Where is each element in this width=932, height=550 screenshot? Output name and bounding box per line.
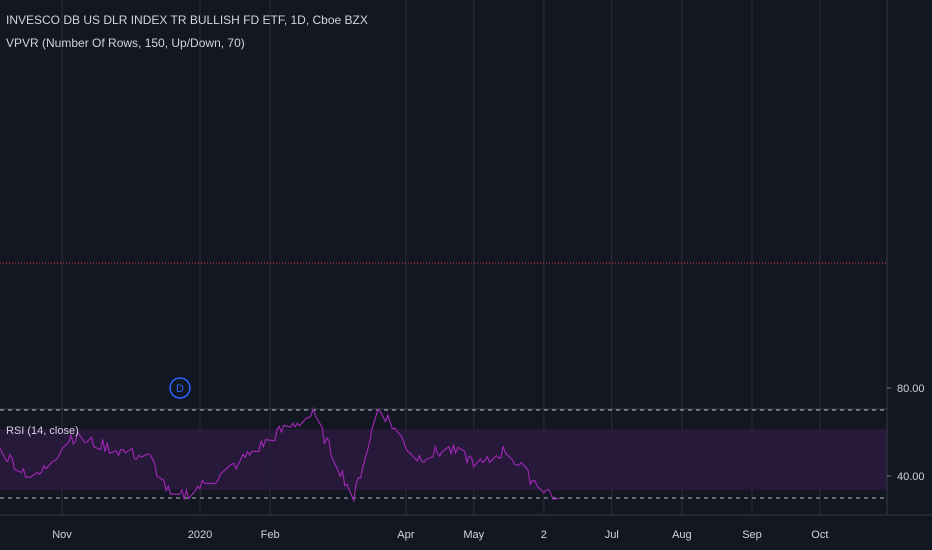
time-tick-label: Feb — [261, 529, 280, 541]
time-tick-label: Sep — [742, 529, 762, 541]
time-tick-label: Jul — [605, 529, 619, 541]
time-tick-label: 2 — [541, 529, 547, 541]
time-axis[interactable]: Nov 2020 Feb Apr May 2 Jul Aug Sep Oct — [52, 529, 828, 541]
time-tick-label: Nov — [52, 529, 72, 541]
rsi-axis[interactable]: 80.00 40.00 — [887, 383, 925, 483]
chart-title: INVESCO DB US DLR INDEX TR BULLISH FD ET… — [6, 13, 368, 27]
time-tick-label: Aug — [672, 529, 692, 541]
time-tick-label: Oct — [811, 529, 828, 541]
rsi-legend: RSI (14, close) — [6, 425, 79, 437]
rsi-tick-label: 80.00 — [897, 383, 925, 395]
indicator-legend: VPVR (Number Of Rows, 150, Up/Down, 70) — [6, 36, 245, 50]
dividend-marker-label: D — [176, 383, 184, 395]
rsi-panel — [0, 406, 887, 503]
time-tick-label: May — [463, 529, 484, 541]
time-tick-label: 2020 — [188, 529, 212, 541]
dividend-marker[interactable]: D — [169, 377, 191, 399]
rsi-tick-label: 40.00 — [897, 471, 925, 483]
time-tick-label: Apr — [397, 529, 414, 541]
rsi-line — [0, 406, 560, 503]
rsi-band — [0, 429, 887, 490]
